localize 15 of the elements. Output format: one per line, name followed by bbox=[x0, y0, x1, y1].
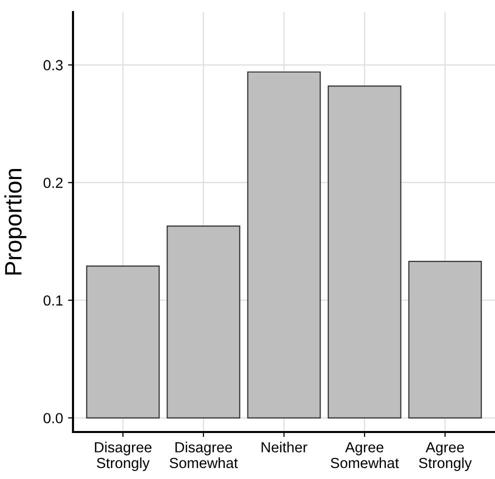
y-tick-label: 0.0 bbox=[44, 412, 63, 424]
bar bbox=[328, 86, 402, 418]
x-tick-label: Agree Somewhat bbox=[330, 442, 399, 468]
x-tick-label: Neither bbox=[262, 442, 308, 452]
x-tick-label: Disagree Strongly bbox=[94, 442, 152, 472]
x-tick-label: Disagree Somewhat bbox=[170, 442, 238, 468]
y-axis-title: Proportion bbox=[4, 169, 26, 275]
bar bbox=[408, 260, 482, 418]
bar bbox=[86, 266, 160, 418]
y-tick-label: 0.1 bbox=[44, 295, 63, 306]
bar bbox=[247, 71, 321, 418]
y-tick-label: 0.3 bbox=[44, 60, 63, 70]
x-tick-label: Agree Strongly bbox=[418, 442, 472, 472]
y-tick-label: 0.2 bbox=[44, 178, 63, 188]
bar bbox=[166, 226, 240, 418]
